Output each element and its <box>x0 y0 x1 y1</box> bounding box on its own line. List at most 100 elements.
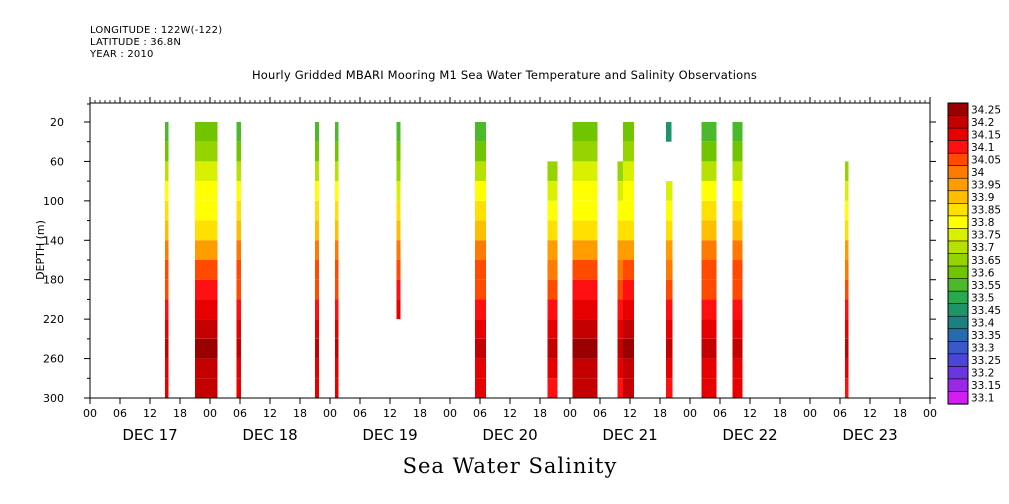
data-cell <box>396 299 401 320</box>
data-cell <box>547 200 558 221</box>
x-tick-label: 12 <box>623 407 637 420</box>
chart-title: Hourly Gridded MBARI Mooring M1 Sea Wate… <box>251 68 758 82</box>
y-tick-label: 300 <box>43 392 64 405</box>
data-cell <box>165 161 169 182</box>
data-cell <box>236 358 241 379</box>
colorbar-swatch <box>947 391 969 405</box>
data-cell <box>701 299 717 320</box>
colorbar-label: 34.2 <box>971 117 994 129</box>
data-cell <box>845 299 849 320</box>
x-tick-label: 00 <box>203 407 217 420</box>
colorbar-swatch <box>947 278 969 292</box>
data-cell <box>195 161 218 182</box>
data-cell <box>475 141 486 162</box>
data-cell <box>396 181 401 201</box>
colorbar-label: 33.1 <box>971 393 994 405</box>
data-cell <box>623 181 634 201</box>
colorbar-label: 33.85 <box>971 205 1001 217</box>
data-cell <box>315 260 319 280</box>
x-tick-label: 06 <box>713 407 727 420</box>
colorbar-label: 33.3 <box>971 343 994 355</box>
data-cell <box>666 319 673 339</box>
colorbar-swatch <box>947 366 969 380</box>
colorbar-swatch <box>947 115 969 129</box>
data-cell <box>315 338 319 359</box>
y-tick-label: 260 <box>43 353 64 366</box>
x-tick-label: 06 <box>113 407 127 420</box>
data-cell <box>335 122 339 142</box>
data-cell <box>732 378 743 398</box>
data-cell <box>236 299 241 320</box>
data-cell <box>236 338 241 359</box>
data-cell <box>396 200 401 221</box>
colorbar-swatch <box>947 265 969 280</box>
y-tick-label: 140 <box>43 234 64 247</box>
x-tick-label: 18 <box>413 407 427 420</box>
data-cell <box>701 378 717 398</box>
data-cell <box>666 279 673 300</box>
data-cell <box>475 240 486 260</box>
data-cell <box>475 358 486 379</box>
data-cell <box>547 378 558 398</box>
data-cell <box>701 181 717 201</box>
data-cell <box>732 299 743 320</box>
data-cell <box>617 319 623 339</box>
data-cell <box>315 378 319 398</box>
data-cell <box>666 378 673 398</box>
day-label: DEC 18 <box>242 426 297 444</box>
x-tick-label: 00 <box>683 407 697 420</box>
y-tick-label: 60 <box>50 155 64 168</box>
data-cell <box>396 122 401 142</box>
data-cell <box>572 220 598 241</box>
data-cell <box>195 181 218 201</box>
colorbar-swatch <box>947 240 969 255</box>
colorbar-label: 33.25 <box>971 355 1001 367</box>
colorbar: 34.2534.234.1534.134.053433.9533.933.853… <box>947 102 1001 405</box>
data-cell <box>732 161 743 182</box>
colorbar-label: 33.6 <box>971 267 995 279</box>
data-cell <box>701 358 717 379</box>
data-cell <box>335 358 339 379</box>
data-cell <box>195 220 218 241</box>
data-cell <box>335 181 339 201</box>
data-cell <box>572 319 598 339</box>
data-cell <box>547 240 558 260</box>
colorbar-swatch <box>947 328 969 342</box>
data-cell <box>396 260 401 280</box>
data-cell <box>845 319 849 339</box>
colorbar-label: 33.95 <box>971 180 1001 192</box>
data-cell <box>617 200 623 221</box>
data-cell <box>732 358 743 379</box>
data-cell <box>335 319 339 339</box>
colorbar-swatch <box>947 140 969 154</box>
x-tick-label: 12 <box>383 407 397 420</box>
data-cell <box>396 220 401 241</box>
data-cell <box>396 240 401 260</box>
data-cell <box>165 200 169 221</box>
data-cell <box>666 299 673 320</box>
data-cell <box>845 181 849 201</box>
data-cell <box>845 240 849 260</box>
data-cell <box>666 200 673 221</box>
data-cell <box>732 141 743 162</box>
x-tick-label: 18 <box>173 407 187 420</box>
data-cell <box>475 122 486 142</box>
data-cell <box>701 240 717 260</box>
data-cell <box>623 378 634 398</box>
data-cell <box>165 260 169 280</box>
data-cell <box>572 358 598 379</box>
colorbar-label: 34 <box>971 167 985 179</box>
data-cell <box>195 279 218 300</box>
data-cell <box>236 161 241 182</box>
x-tick-label: 12 <box>503 407 517 420</box>
year-label: YEAR : 2010 <box>90 49 154 60</box>
x-tick-label: 00 <box>923 407 937 420</box>
data-cell <box>236 378 241 398</box>
data-cell <box>701 141 717 162</box>
data-cell <box>617 338 623 359</box>
data-cell <box>572 378 598 398</box>
data-cell <box>845 279 849 300</box>
data-cell <box>335 299 339 320</box>
data-cell <box>666 240 673 260</box>
y-tick-label: 100 <box>43 195 64 208</box>
